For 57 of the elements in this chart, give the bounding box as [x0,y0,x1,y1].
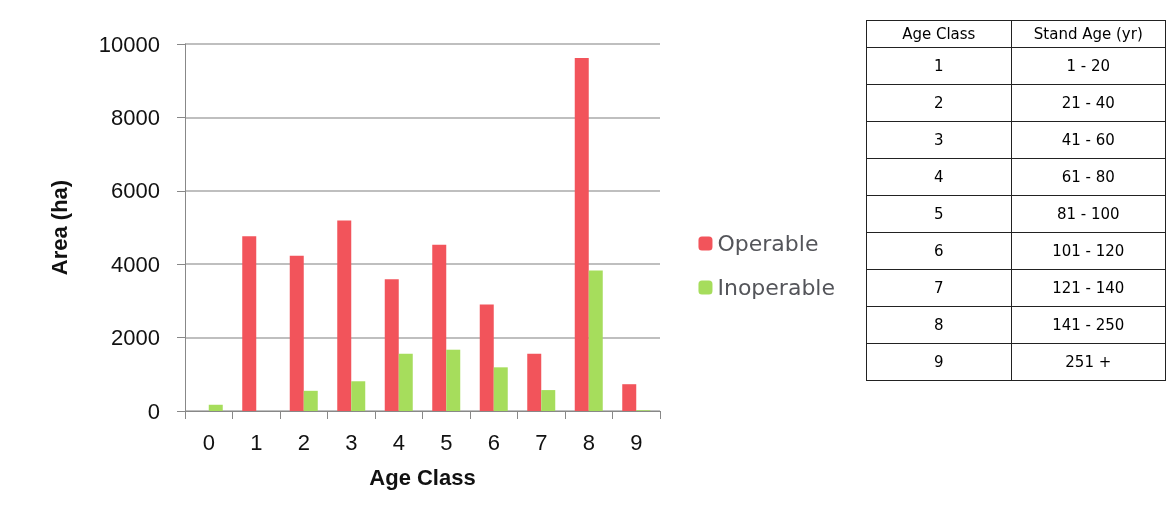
bar [527,353,542,411]
x-tick-label: 3 [345,429,358,455]
text: 5 [866,195,1012,233]
legend-label: Inoperable [717,275,835,300]
x-tick-label: 4 [392,429,405,455]
bar [208,404,223,411]
text: 121 - 140 [1011,269,1166,307]
bar [446,349,461,411]
x-tick-label: 0 [202,429,215,455]
y-tick-label: 0 [147,398,160,424]
text: 1 [866,47,1012,85]
text: Age Class [866,20,1012,48]
text: 141 - 250 [1011,306,1166,344]
bar [479,304,494,411]
text: 61 - 80 [1011,158,1166,196]
text: 21 - 40 [1011,84,1166,122]
legend-label: Operable [717,231,819,256]
x-tick-label: 8 [582,429,595,455]
text: 9 [866,343,1012,381]
text: 41 - 60 [1011,121,1166,159]
bar [398,353,413,411]
bar [337,220,352,411]
y-axis-title: Area (ha) [46,179,72,276]
x-tick-label: 7 [535,429,548,455]
text: 7 [866,269,1012,307]
text: 251 + [1011,343,1166,381]
x-tick-label: 1 [250,429,263,455]
y-tick-label: 4000 [111,251,160,277]
bar [541,390,556,411]
bar [588,270,603,411]
bar [432,244,447,411]
x-tick-label: 2 [297,429,310,455]
x-tick-label: 9 [630,429,643,455]
text: 2 [866,84,1012,122]
y-tick-label: 10000 [98,31,160,57]
bar [384,279,399,411]
text: 6 [866,232,1012,270]
y-tick-label: 6000 [111,178,160,204]
text: 101 - 120 [1011,232,1166,270]
bar [574,57,589,411]
x-tick-label: 6 [487,429,500,455]
text: 8 [866,306,1012,344]
text: 81 - 100 [1011,195,1166,233]
y-tick-label: 2000 [111,325,160,351]
text: Stand Age (yr) [1011,20,1166,48]
bar [242,236,257,411]
text: 1 - 20 [1011,47,1166,85]
bar [289,255,304,411]
bar [303,390,318,411]
bar [351,381,366,411]
bar [493,367,508,411]
text: 3 [866,121,1012,159]
x-axis-title: Age Class [369,464,476,490]
text: 4 [866,158,1012,196]
bar [622,384,637,411]
y-tick-label: 8000 [111,104,160,130]
x-tick-label: 5 [440,429,453,455]
